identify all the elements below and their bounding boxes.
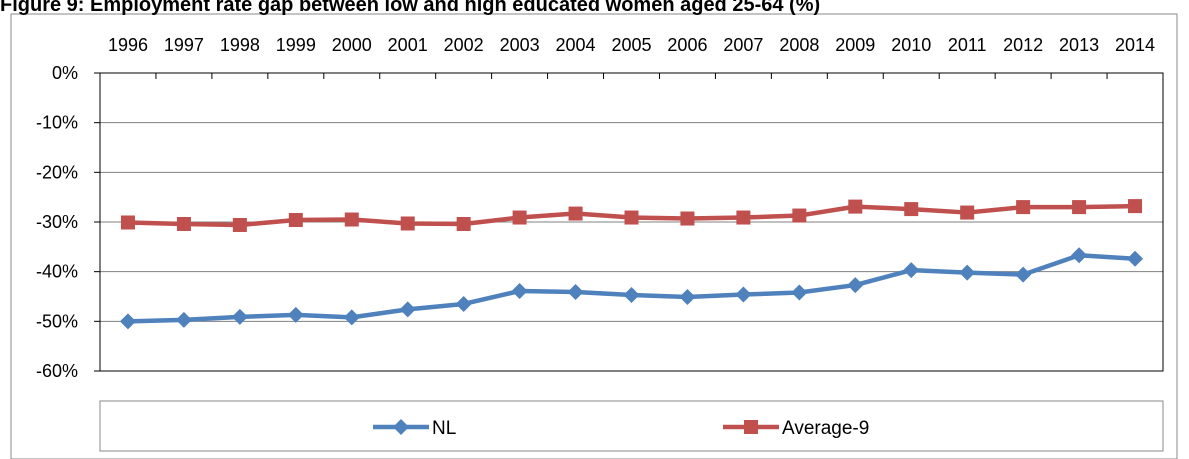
x-tick-label: 1998 — [220, 35, 260, 55]
x-tick-label: 2003 — [500, 35, 540, 55]
y-tick-label: -10% — [36, 113, 78, 133]
data-point-average-9 — [680, 211, 695, 226]
data-point-nl — [1071, 247, 1088, 264]
y-tick-label: -20% — [36, 162, 78, 182]
x-tick-label: 2009 — [835, 35, 875, 55]
legend-label: Average-9 — [782, 418, 869, 439]
x-tick-label: 2012 — [1003, 35, 1043, 55]
data-point-average-9 — [456, 216, 471, 231]
data-point-nl — [1127, 250, 1144, 267]
legend-item-nl: NL — [373, 418, 456, 439]
x-tick-label: 2006 — [667, 35, 707, 55]
y-tick-label: -50% — [36, 311, 78, 331]
data-point-average-9 — [1072, 200, 1087, 215]
data-point-average-9 — [400, 216, 415, 231]
data-point-nl — [623, 287, 640, 304]
data-point-nl — [287, 306, 304, 323]
x-tick-label: 2005 — [611, 35, 651, 55]
data-point-nl — [175, 311, 192, 328]
x-tick-label: 2002 — [444, 35, 484, 55]
data-point-nl — [679, 288, 696, 305]
legend-item-average-9: Average-9 — [723, 418, 869, 439]
data-point-nl — [567, 284, 584, 301]
x-tick-label: 2013 — [1059, 35, 1099, 55]
series-group — [119, 199, 1144, 330]
y-tick-label: -60% — [36, 361, 78, 381]
series-average-9 — [120, 199, 1143, 232]
data-point-nl — [959, 264, 976, 281]
x-tick-label: 2007 — [723, 35, 763, 55]
legend-label: NL — [432, 418, 456, 439]
x-axis-ticks — [99, 73, 1164, 79]
x-axis-labels: 1996 1997 1998 1999 2000 2001 2002 2003 2004 2005… — [108, 35, 1155, 55]
data-point-average-9 — [176, 216, 191, 231]
data-point-average-9 — [736, 210, 751, 225]
chart-frame — [10, 13, 1178, 459]
y-tick-label: 0% — [52, 63, 78, 83]
x-tick-label: 2001 — [388, 35, 428, 55]
x-tick-label: 1997 — [164, 35, 204, 55]
data-point-nl — [455, 295, 472, 312]
data-point-nl — [791, 284, 808, 301]
data-point-nl — [1015, 266, 1032, 283]
legend-box — [99, 400, 1164, 452]
data-point-average-9 — [848, 199, 863, 214]
plot-area — [99, 72, 1164, 372]
x-tick-label: 2011 — [948, 35, 987, 55]
data-point-nl — [511, 283, 528, 300]
data-point-nl — [343, 309, 360, 326]
data-point-average-9 — [232, 217, 247, 232]
data-point-average-9 — [344, 212, 359, 227]
data-point-average-9 — [904, 202, 919, 217]
x-tick-label: 2004 — [556, 35, 596, 55]
legend-swatch-marker — [744, 420, 758, 434]
chart-title: Figure 9: Employment rate gap between lo… — [0, 0, 820, 16]
data-point-nl — [231, 308, 248, 325]
y-tick-label: -40% — [36, 262, 78, 282]
data-point-average-9 — [568, 206, 583, 221]
x-tick-label: 2008 — [779, 35, 819, 55]
y-axis-labels: 0% -10% -20% -30% -40% -50% -60% — [36, 63, 78, 381]
legend-swatch-marker — [393, 419, 409, 435]
data-point-average-9 — [512, 210, 527, 225]
data-point-nl — [119, 313, 136, 330]
x-tick-label: 2014 — [1115, 35, 1155, 55]
series-nl — [119, 247, 1144, 330]
x-tick-label: 1999 — [276, 35, 316, 55]
data-point-nl — [847, 277, 864, 294]
x-tick-label: 2000 — [332, 35, 372, 55]
x-tick-label: 1996 — [108, 35, 148, 55]
y-tick-label: -30% — [36, 212, 78, 232]
data-point-average-9 — [624, 210, 639, 225]
data-point-average-9 — [120, 215, 135, 230]
data-point-average-9 — [792, 208, 807, 223]
data-point-average-9 — [1016, 200, 1031, 215]
data-point-average-9 — [960, 205, 975, 220]
data-point-average-9 — [1128, 199, 1143, 214]
data-point-nl — [903, 262, 920, 279]
data-point-nl — [399, 301, 416, 318]
data-point-average-9 — [288, 213, 303, 228]
data-point-nl — [735, 286, 752, 303]
legend: NL Average-9 — [373, 418, 869, 439]
x-tick-label: 2010 — [891, 35, 931, 55]
